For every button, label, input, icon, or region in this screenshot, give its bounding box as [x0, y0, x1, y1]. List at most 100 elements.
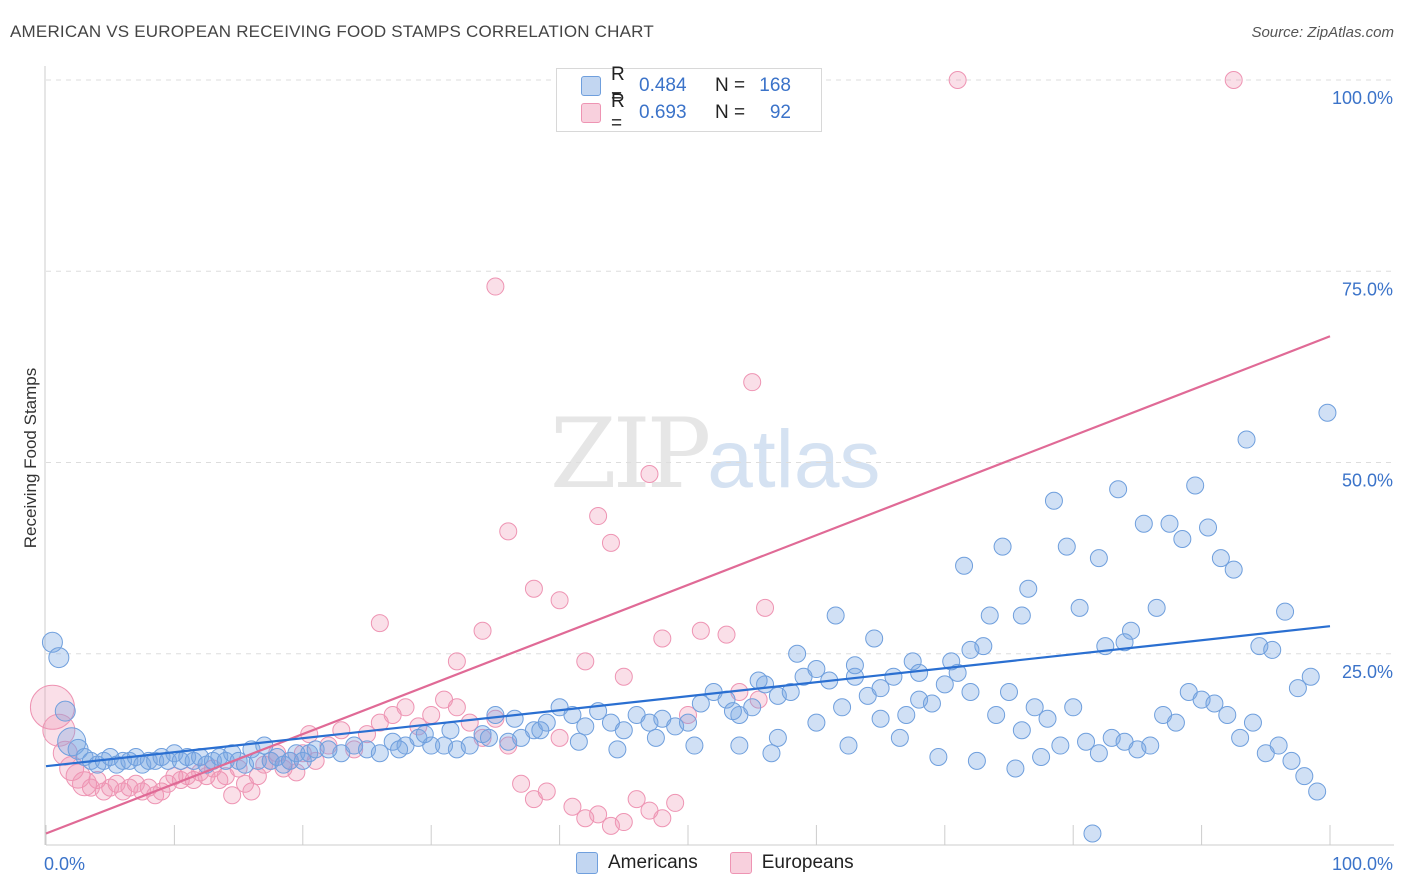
- americans-trend-line: [45, 625, 1331, 768]
- americans-point: [614, 721, 633, 740]
- europeans-point: [473, 621, 492, 640]
- americans-point: [871, 709, 890, 728]
- americans-point: [910, 663, 929, 682]
- americans-legend-swatch: [576, 852, 598, 874]
- americans-point: [531, 721, 550, 740]
- americans-point: [1269, 736, 1288, 755]
- americans-point: [563, 705, 582, 724]
- americans-point: [807, 713, 826, 732]
- americans-point: [993, 537, 1012, 556]
- americans-point: [441, 721, 460, 740]
- europeans-point: [460, 713, 479, 732]
- americans-point: [1109, 480, 1128, 499]
- europeans-point: [653, 629, 672, 648]
- axes: [44, 66, 1394, 846]
- europeans-point: [486, 277, 505, 296]
- europeans-point: [563, 797, 582, 816]
- correlation-legend: R = 0.484 N = 168 R = 0.693 N = 92: [556, 64, 822, 134]
- americans-point: [1083, 824, 1102, 843]
- x-tick-label: 0.0%: [44, 854, 85, 874]
- americans-point: [1282, 751, 1301, 770]
- americans-point: [807, 660, 826, 679]
- r-value: 0.693: [639, 102, 687, 123]
- americans-point: [929, 748, 948, 767]
- americans-point: [987, 705, 1006, 724]
- n-label: N =: [715, 75, 746, 96]
- americans-point: [1019, 579, 1038, 598]
- europeans-point: [499, 522, 518, 541]
- americans-point: [537, 713, 556, 732]
- europeans-point: [679, 705, 697, 724]
- europeans-point: [550, 728, 569, 747]
- americans-point: [1147, 598, 1166, 617]
- europeans-point: [717, 625, 736, 644]
- americans-point: [1044, 491, 1063, 510]
- europeans-point: [627, 790, 646, 809]
- watermark-atlas: atlas: [707, 414, 881, 505]
- americans-point: [1141, 736, 1160, 755]
- americans-point: [762, 744, 781, 763]
- watermark: ZIPatlas: [550, 398, 880, 510]
- americans-point: [1089, 744, 1108, 763]
- europeans-legend-label: Europeans: [761, 852, 854, 873]
- americans-point: [1186, 476, 1205, 495]
- americans-point: [280, 751, 299, 770]
- americans-point: [1173, 530, 1192, 548]
- americans-point: [961, 683, 980, 701]
- y-tick-label: 25.0%: [1342, 662, 1393, 682]
- americans-swatch: [581, 76, 601, 96]
- americans-point: [768, 728, 787, 747]
- legend-item-americans[interactable]: Americans: [576, 852, 698, 874]
- americans-point: [1006, 759, 1025, 778]
- y-tick-label: 100.0%: [1332, 88, 1393, 108]
- americans-point: [1301, 667, 1320, 686]
- americans-point: [54, 700, 76, 722]
- x-tick-label: 100.0%: [1332, 854, 1393, 874]
- americans-point: [1000, 683, 1018, 701]
- europeans-point: [589, 805, 608, 824]
- watermark-zip: ZIP: [550, 398, 711, 510]
- europeans-point: [537, 782, 556, 801]
- europeans-legend-swatch: [729, 852, 752, 874]
- americans-point: [1121, 621, 1140, 640]
- americans-point: [1224, 560, 1243, 579]
- americans-point: [935, 675, 954, 694]
- americans-point: [1218, 705, 1237, 724]
- europeans-point: [576, 652, 595, 671]
- americans-point: [569, 732, 588, 751]
- americans-point: [486, 705, 505, 724]
- americans-point: [1064, 698, 1083, 717]
- americans-point: [865, 629, 884, 648]
- americans-point: [826, 606, 845, 625]
- americans-point: [293, 751, 312, 770]
- legend-item-europeans[interactable]: Europeans: [729, 852, 854, 874]
- n-value: 92: [769, 102, 791, 123]
- europeans-trend-line: [45, 335, 1331, 835]
- americans-point: [1032, 748, 1051, 767]
- europeans-point: [756, 598, 775, 617]
- americans-point: [576, 717, 595, 736]
- europeans-point: [370, 614, 389, 633]
- y-tick-label: 75.0%: [1342, 279, 1393, 299]
- americans-point: [749, 671, 768, 690]
- americans-point: [1205, 694, 1224, 713]
- y-axis-label: Receiving Food Stamps: [21, 368, 40, 548]
- europeans-point: [589, 507, 608, 526]
- europeans-point: [422, 705, 441, 724]
- trend-lines: [45, 335, 1331, 835]
- europeans-point: [948, 71, 967, 89]
- americans-point: [781, 683, 800, 701]
- tick-labels: 25.0% 50.0% 75.0% 100.0% 0.0% 100.0% Receiving…: [21, 88, 1393, 874]
- europeans-point: [691, 621, 710, 640]
- europeans-point: [248, 767, 267, 786]
- source-label: Source: ZipAtlas.com: [1251, 24, 1394, 41]
- americans-point: [460, 736, 479, 755]
- americans-point: [422, 736, 441, 755]
- americans-point: [955, 556, 974, 575]
- y-tick-label: 50.0%: [1342, 471, 1393, 491]
- r-label: R =: [611, 91, 625, 134]
- r-label: R =: [611, 64, 625, 107]
- americans-point: [1115, 633, 1134, 652]
- europeans-point: [72, 771, 98, 797]
